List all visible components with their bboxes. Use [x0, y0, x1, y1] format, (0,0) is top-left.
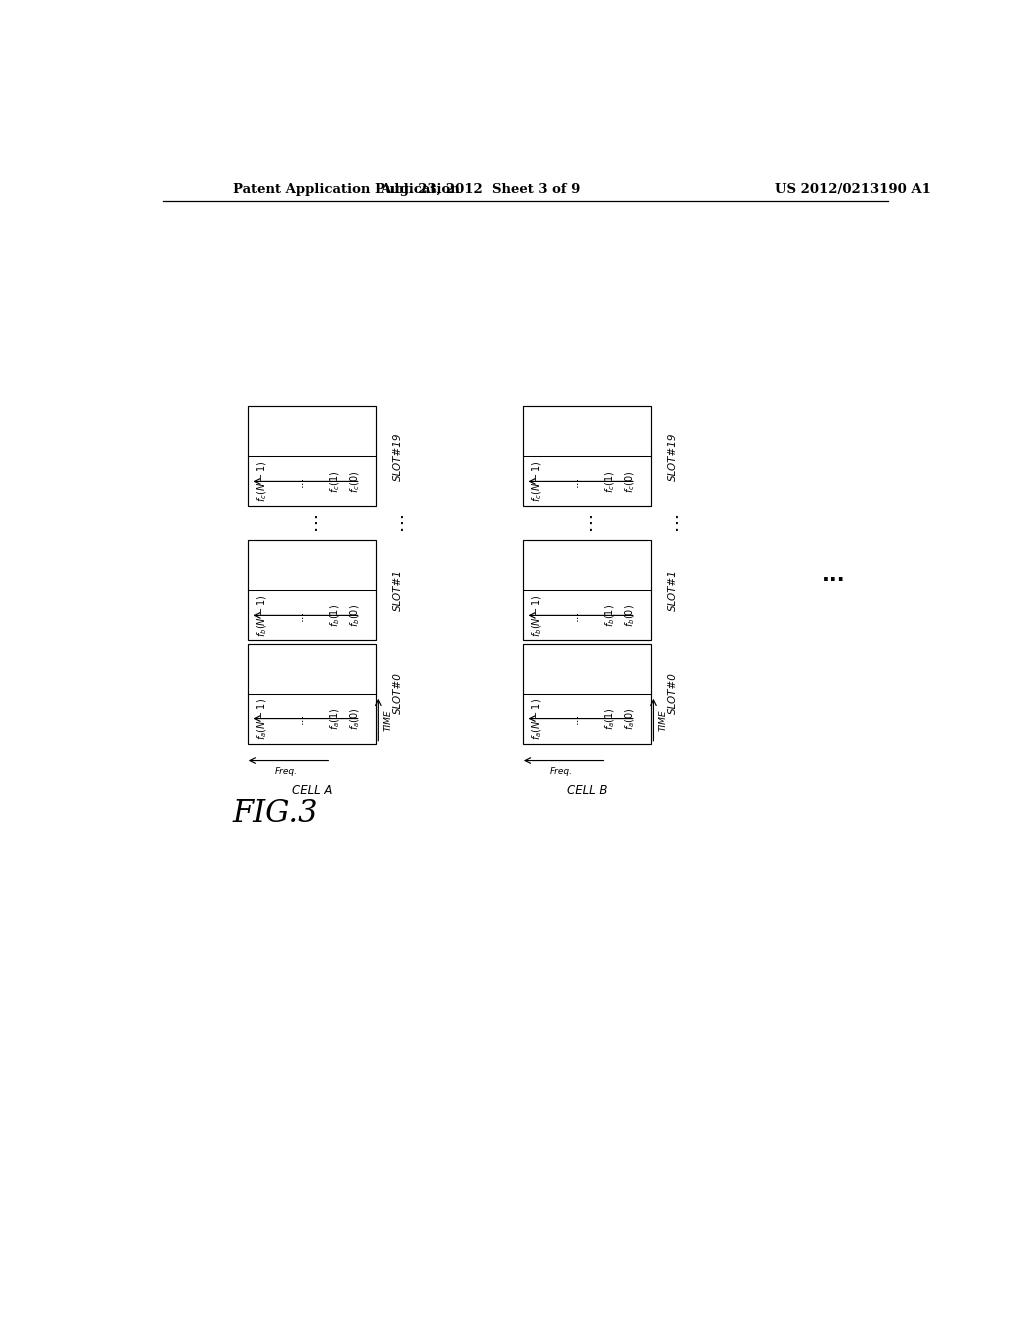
Text: SLOT#0: SLOT#0: [392, 673, 402, 714]
Text: $f_c(N-1)$: $f_c(N-1)$: [255, 461, 269, 502]
Text: $f_b(N-1)$: $f_b(N-1)$: [530, 594, 544, 636]
Text: $f_b(1)$: $f_b(1)$: [603, 603, 617, 627]
Text: TIME: TIME: [384, 709, 393, 730]
Text: $f_b(0)$: $f_b(0)$: [349, 603, 362, 627]
Text: ...: ...: [293, 610, 306, 620]
Text: $f_a(N-1)$: $f_a(N-1)$: [530, 697, 544, 739]
Text: FIG.3: FIG.3: [232, 797, 318, 829]
Text: CELL B: CELL B: [567, 784, 607, 797]
Text: SLOT#19: SLOT#19: [668, 432, 678, 480]
Text: $f_c(1)$: $f_c(1)$: [603, 470, 617, 492]
Text: SLOT#1: SLOT#1: [668, 569, 678, 611]
Text: Aug. 23, 2012  Sheet 3 of 9: Aug. 23, 2012 Sheet 3 of 9: [381, 183, 581, 197]
Bar: [523, 540, 651, 640]
Text: CELL A: CELL A: [292, 784, 332, 797]
Text: $f_a(N-1)$: $f_a(N-1)$: [255, 697, 269, 739]
Text: $f_c(0)$: $f_c(0)$: [624, 470, 638, 492]
Text: $f_a(0)$: $f_a(0)$: [349, 708, 362, 730]
Text: Freq.: Freq.: [550, 767, 573, 776]
Text: $f_a(1)$: $f_a(1)$: [603, 708, 617, 730]
Text: ...: ...: [821, 565, 845, 585]
Text: $f_c(0)$: $f_c(0)$: [349, 470, 362, 492]
Text: ...: ...: [568, 713, 581, 725]
Text: $f_c(1)$: $f_c(1)$: [329, 470, 342, 492]
Bar: [523, 407, 651, 507]
Text: US 2012/0213190 A1: US 2012/0213190 A1: [775, 183, 931, 197]
Text: $\vdots$: $\vdots$: [306, 513, 318, 533]
Text: $f_b(1)$: $f_b(1)$: [329, 603, 342, 627]
Text: $f_b(0)$: $f_b(0)$: [624, 603, 638, 627]
Text: $f_a(0)$: $f_a(0)$: [624, 708, 638, 730]
Text: Patent Application Publication: Patent Application Publication: [232, 183, 460, 197]
Text: ...: ...: [293, 713, 306, 725]
Bar: [248, 644, 376, 743]
Text: $f_c(N-1)$: $f_c(N-1)$: [530, 461, 544, 502]
Text: $\vdots$: $\vdots$: [392, 513, 403, 533]
Text: SLOT#0: SLOT#0: [668, 673, 678, 714]
Bar: [523, 644, 651, 743]
Text: $f_b(N-1)$: $f_b(N-1)$: [255, 594, 269, 636]
Bar: [248, 407, 376, 507]
Text: SLOT#19: SLOT#19: [392, 432, 402, 480]
Text: ...: ...: [293, 475, 306, 487]
Bar: [248, 540, 376, 640]
Text: $\vdots$: $\vdots$: [667, 513, 679, 533]
Text: ...: ...: [568, 610, 581, 620]
Text: $f_a(1)$: $f_a(1)$: [329, 708, 342, 730]
Text: $\vdots$: $\vdots$: [582, 513, 593, 533]
Text: TIME: TIME: [658, 709, 668, 730]
Text: Freq.: Freq.: [275, 767, 298, 776]
Text: ...: ...: [568, 475, 581, 487]
Text: SLOT#1: SLOT#1: [392, 569, 402, 611]
